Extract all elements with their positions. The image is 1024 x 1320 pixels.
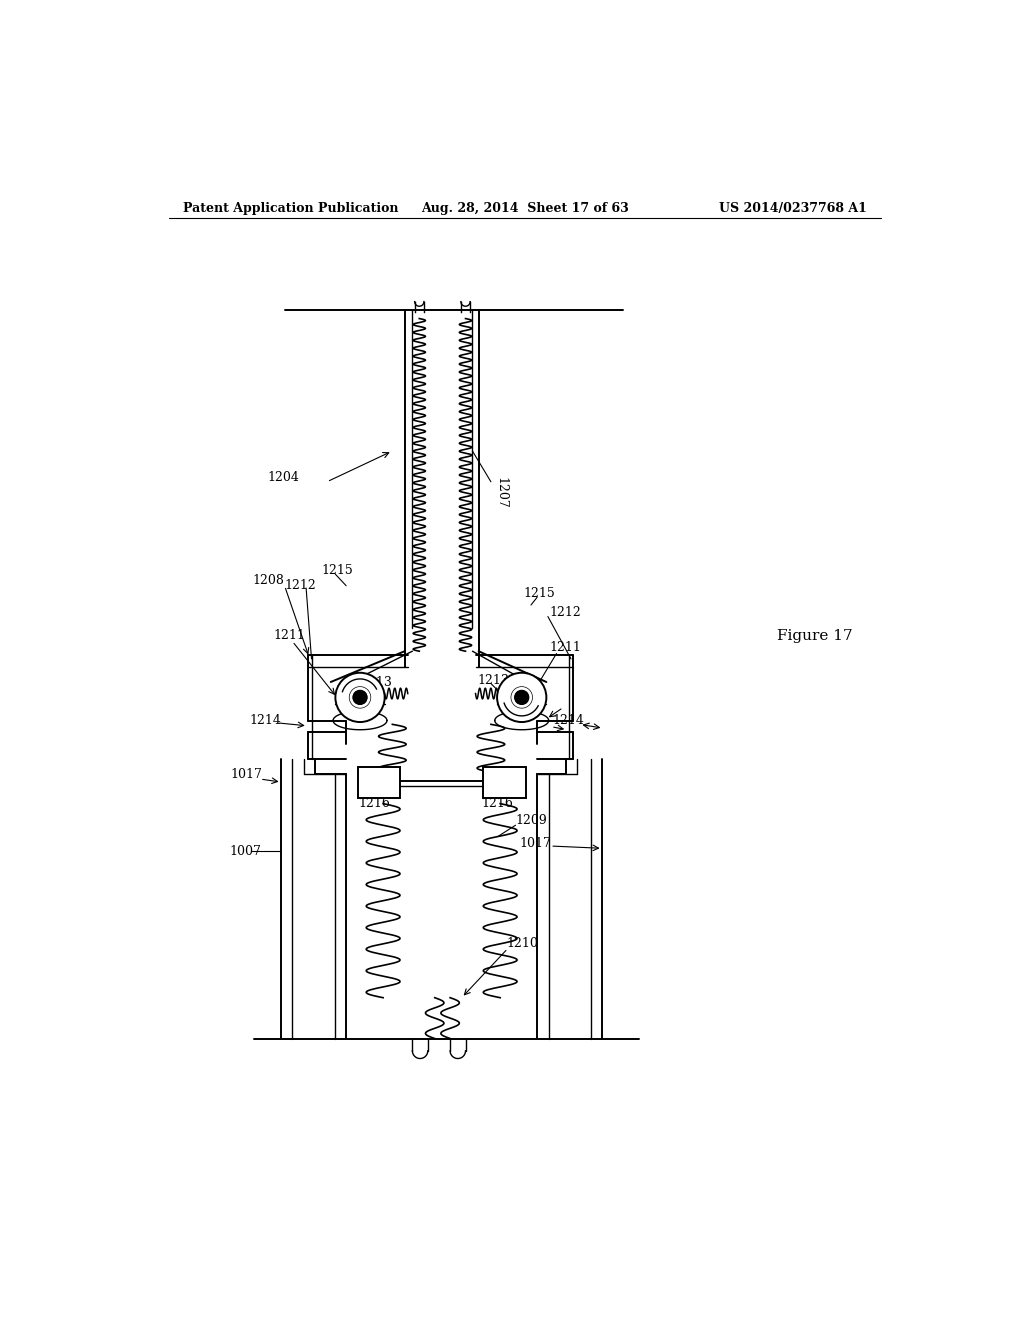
Text: 1204: 1204 [267, 471, 299, 484]
Text: 1216: 1216 [481, 797, 514, 810]
Text: Figure 17: Figure 17 [777, 628, 853, 643]
Text: 1017: 1017 [230, 768, 262, 781]
Bar [357, 767, 400, 797]
Circle shape [515, 690, 528, 705]
Circle shape [511, 686, 532, 708]
Text: 1208: 1208 [252, 574, 284, 587]
Text: 1213: 1213 [477, 675, 509, 686]
Text: US 2014/0237768 A1: US 2014/0237768 A1 [719, 202, 866, 215]
Text: 1212: 1212 [550, 606, 582, 619]
Circle shape [515, 690, 528, 705]
Text: 1214: 1214 [553, 714, 585, 727]
Text: 1211: 1211 [550, 640, 582, 653]
Text: 1215: 1215 [322, 564, 353, 577]
Circle shape [353, 690, 367, 705]
Circle shape [349, 686, 371, 708]
Text: 1210: 1210 [506, 937, 539, 950]
Text: 1212: 1212 [285, 579, 316, 593]
Text: Aug. 28, 2014  Sheet 17 of 63: Aug. 28, 2014 Sheet 17 of 63 [421, 202, 629, 215]
Circle shape [497, 673, 547, 722]
Text: 1017: 1017 [519, 837, 551, 850]
Text: Patent Application Publication: Patent Application Publication [183, 202, 398, 215]
Text: 1215: 1215 [523, 587, 555, 601]
Text: 1207: 1207 [494, 478, 507, 510]
Circle shape [336, 673, 385, 722]
Text: 1213: 1213 [360, 676, 392, 689]
Text: 1216: 1216 [358, 797, 390, 810]
Text: 1211: 1211 [273, 630, 305, 643]
Bar [483, 767, 525, 797]
Text: 1209: 1209 [515, 814, 547, 828]
Circle shape [353, 690, 367, 705]
Text: 1214: 1214 [250, 714, 282, 727]
Text: 1007: 1007 [229, 845, 261, 858]
